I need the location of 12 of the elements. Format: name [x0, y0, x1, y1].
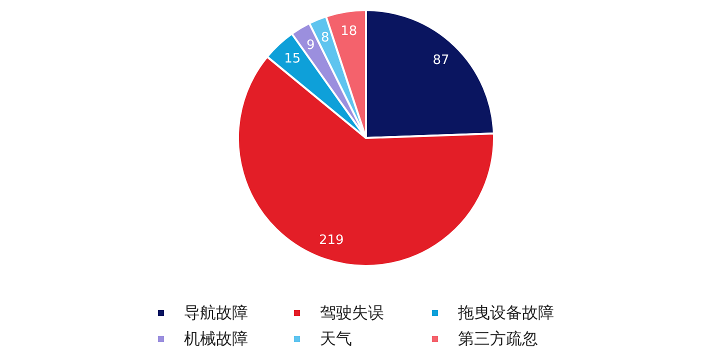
- data-label: 87: [432, 52, 450, 68]
- data-label: 219: [318, 232, 344, 248]
- legend-label: 驾驶失误: [320, 302, 384, 324]
- data-label: 18: [340, 24, 358, 39]
- legend-label: 导航故障: [184, 302, 248, 324]
- data-label: 15: [284, 51, 301, 66]
- legend-label: 天气: [320, 328, 352, 350]
- data-label: 8: [320, 30, 330, 46]
- data-label: 9: [306, 38, 315, 53]
- legend-label: 拖曳设备故障: [458, 302, 554, 324]
- legend-label: 机械故障: [184, 328, 248, 350]
- legend-label: 第三方疏忽: [458, 328, 538, 350]
